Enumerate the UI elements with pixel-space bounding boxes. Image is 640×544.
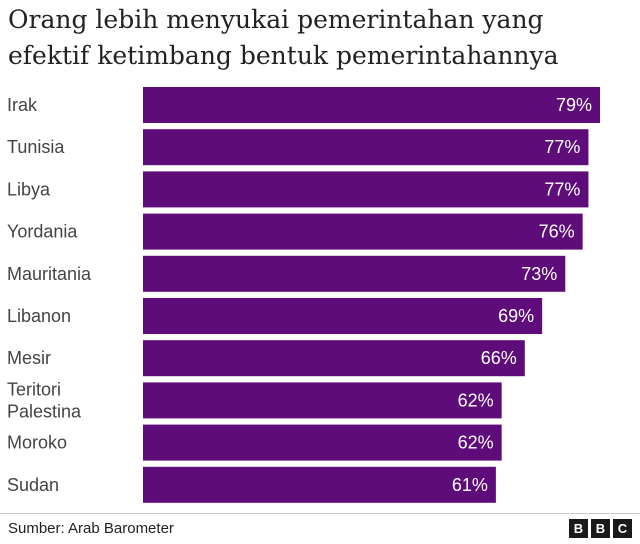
- value-label: 66%: [481, 348, 517, 368]
- bar: [143, 87, 600, 123]
- category-label: Libanon: [7, 306, 71, 326]
- value-label: 73%: [521, 264, 557, 284]
- source-note: Sumber: Arab Barometer: [8, 520, 174, 537]
- category-label: Moroko: [7, 433, 67, 453]
- bbc-logo-letter: B: [591, 519, 610, 538]
- footer-divider: [0, 513, 640, 514]
- category-label: Yordania: [7, 222, 78, 242]
- value-label: 76%: [539, 222, 575, 242]
- value-label: 62%: [458, 433, 494, 453]
- category-label: Mesir: [7, 348, 51, 368]
- value-label: 77%: [544, 179, 580, 199]
- value-label: 79%: [556, 95, 592, 115]
- bar: [143, 171, 589, 208]
- category-label: Libya: [7, 179, 51, 199]
- chart-title: Orang lebih menyukai pemerintahan yang e…: [8, 5, 559, 70]
- bar: [143, 213, 583, 250]
- bar: [143, 129, 589, 166]
- category-label: Teritori Palestina: [7, 379, 82, 421]
- value-label: 62%: [458, 390, 494, 410]
- bar-chart: Irak 79% Tunisia 77% Libya 77% Yordania 76% Maur…: [7, 87, 600, 503]
- bbc-logo-letter: B: [569, 519, 588, 538]
- bar: [143, 424, 502, 461]
- category-label: Irak: [7, 95, 38, 115]
- bar: [143, 382, 502, 419]
- value-label: 77%: [544, 137, 580, 157]
- value-label: 69%: [498, 306, 534, 326]
- bar: [143, 466, 496, 503]
- bbc-logo-letter: C: [613, 519, 632, 538]
- bar: [143, 298, 543, 334]
- value-label: 61%: [452, 475, 488, 495]
- category-label: Tunisia: [7, 137, 65, 157]
- category-label: Sudan: [7, 475, 59, 495]
- bar: [143, 255, 566, 292]
- bbc-logo: B B C: [569, 519, 632, 538]
- bar: [143, 340, 525, 377]
- category-label: Mauritania: [7, 264, 92, 284]
